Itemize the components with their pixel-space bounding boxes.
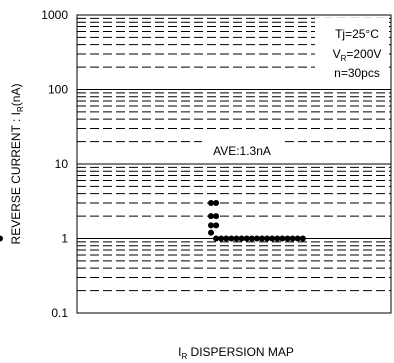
data-point — [0, 235, 3, 242]
data-point — [294, 235, 301, 242]
x-axis-label: IR DISPERSION MAP — [178, 345, 294, 361]
data-point — [213, 222, 220, 229]
y-tick-label: 100 — [48, 83, 68, 97]
data-point — [223, 235, 230, 242]
data-point — [259, 235, 265, 242]
data-point — [289, 235, 296, 242]
condition-n: n=30pcs — [334, 66, 380, 80]
data-point — [218, 235, 225, 242]
condition-vr: VR=200V — [333, 47, 382, 63]
data-point — [243, 235, 250, 242]
average-label-bg — [202, 140, 282, 159]
conditions-box-bg — [315, 18, 389, 84]
data-point — [253, 235, 260, 242]
data-point — [238, 235, 245, 242]
data-point — [213, 199, 220, 206]
grid-lines — [77, 14, 391, 314]
data-point — [233, 235, 240, 242]
data-points — [0, 199, 306, 242]
data-point — [269, 235, 276, 242]
data-point — [284, 235, 291, 242]
data-point — [279, 235, 286, 242]
y-tick-label: 1 — [61, 232, 68, 246]
y-tick-label: 10 — [55, 157, 69, 171]
condition-tj: Tj=25°C — [335, 27, 379, 41]
data-point — [213, 235, 220, 242]
data-point — [208, 229, 214, 236]
y-tick-label: 0.1 — [51, 306, 68, 320]
data-point — [208, 199, 214, 206]
data-point — [213, 213, 220, 220]
data-point — [228, 235, 235, 242]
y-tick-label: 1000 — [41, 8, 68, 22]
y-tick-labels: 0.1 1 10 100 1000 — [41, 8, 68, 320]
data-point — [208, 213, 214, 220]
data-point — [248, 235, 255, 242]
data-point — [274, 235, 281, 242]
data-point — [264, 235, 271, 242]
y-axis-label: REVERSE CURRENT : IR(nA) — [9, 84, 25, 245]
data-point — [208, 222, 214, 229]
average-annotation: AVE:1.3nA — [213, 144, 271, 158]
data-point — [299, 235, 306, 242]
